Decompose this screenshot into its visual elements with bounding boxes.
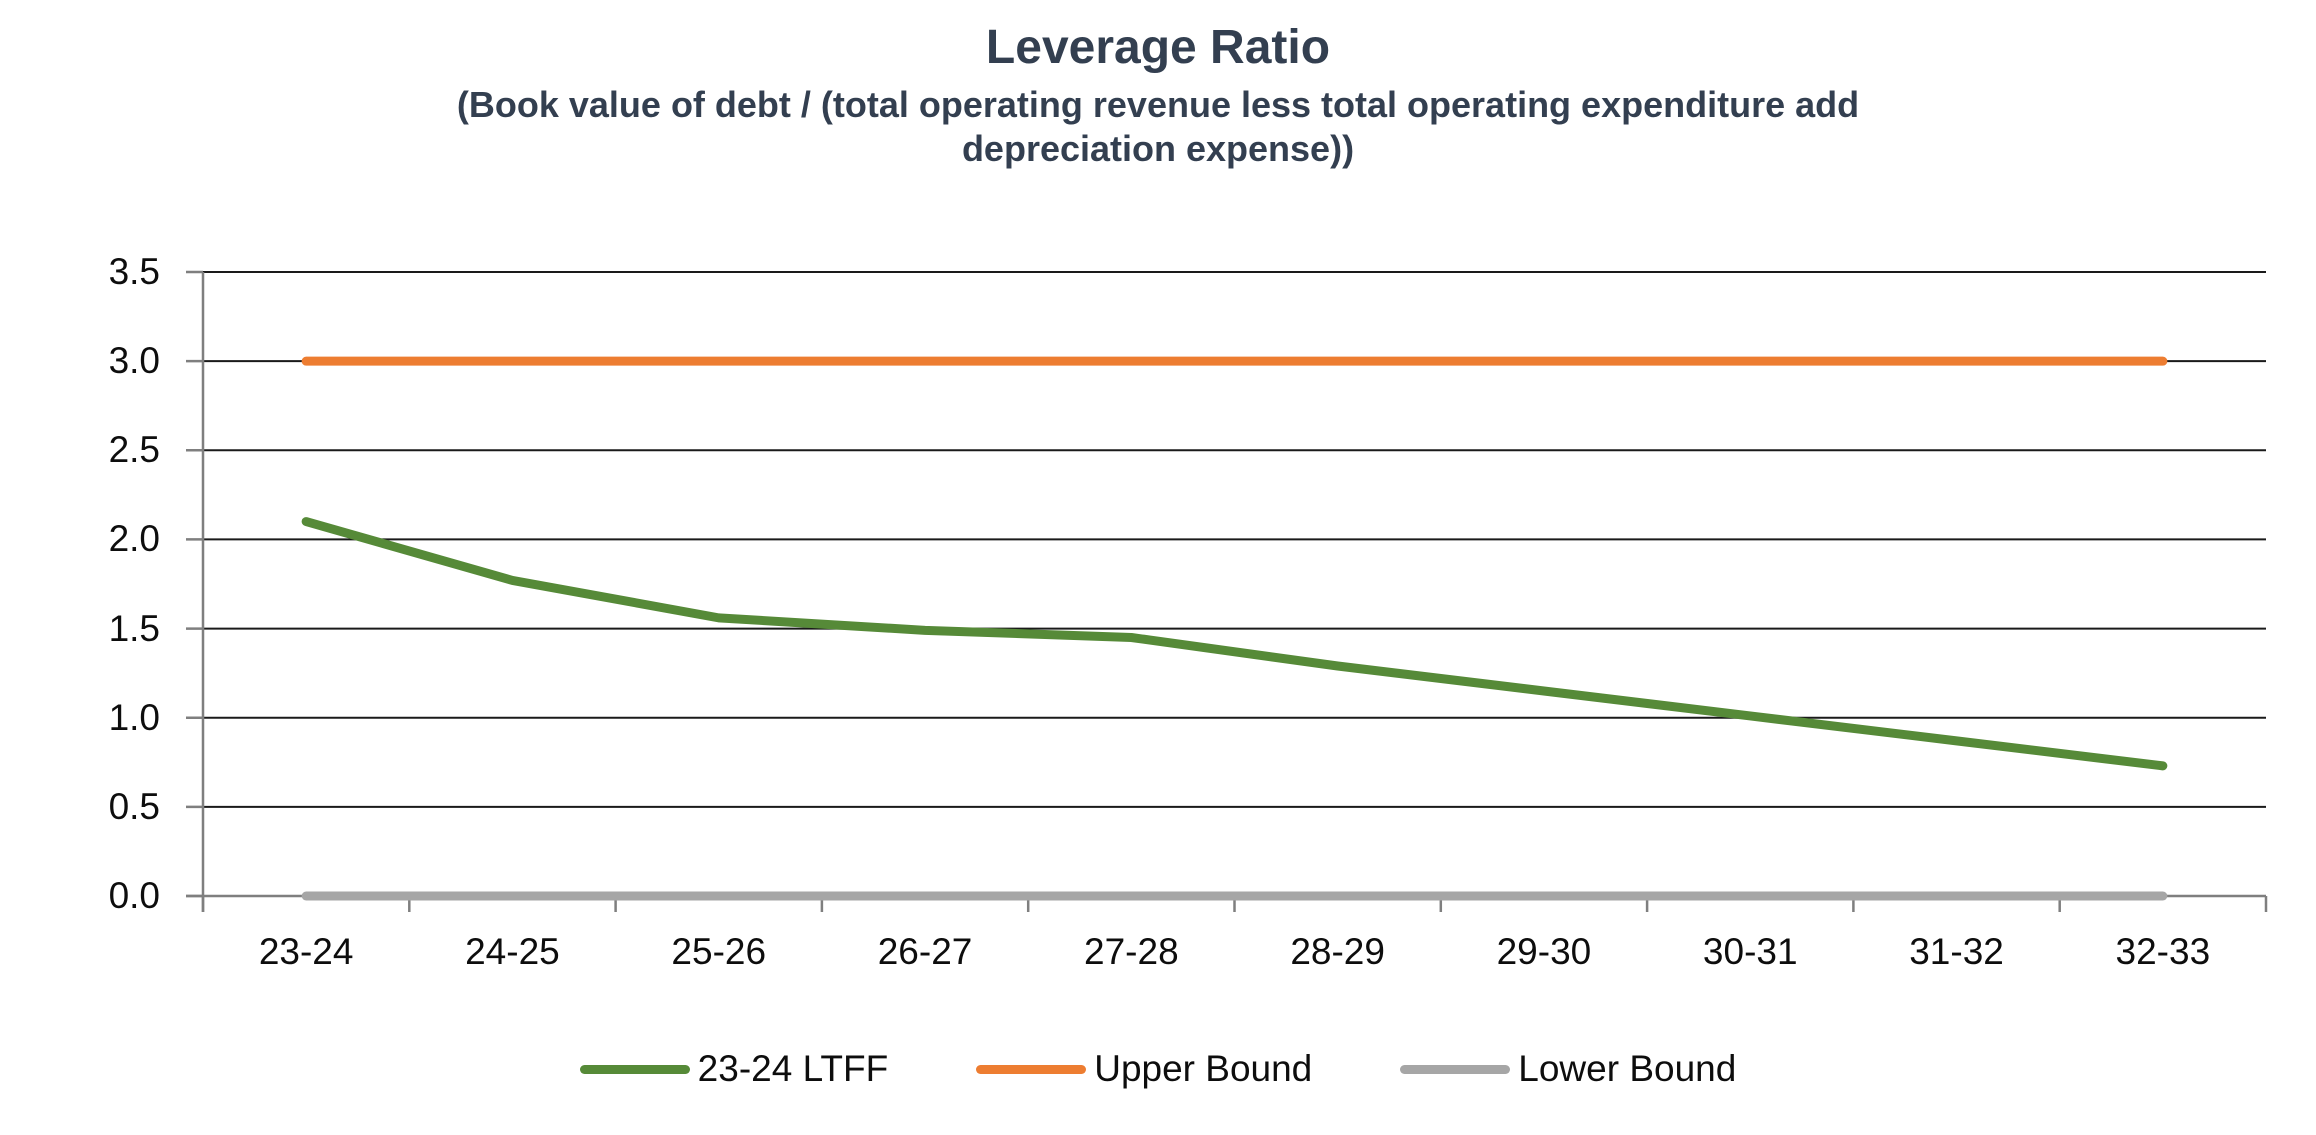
chart-title: Leverage Ratio (985, 21, 1331, 74)
y-tick-label: 1.5 (108, 607, 160, 649)
x-tick-label: 26-27 (877, 931, 973, 972)
chart-subtitle-line1: (Book value of debt / (total operating r… (456, 84, 1860, 125)
y-tick-label: 2.0 (108, 518, 160, 560)
x-tick-label: 27-28 (1084, 931, 1179, 972)
y-tick-label: 3.5 (108, 251, 160, 292)
y-tick-label: 3.0 (108, 340, 160, 382)
x-tick-label: 29-30 (1496, 931, 1592, 972)
y-tick-label: 2.5 (108, 429, 160, 471)
x-tick-label: 28-29 (1290, 931, 1385, 972)
legend-item-lower-bound: Lower Bound (1400, 1048, 1736, 1090)
legend-label-upper-bound: Upper Bound (1094, 1048, 1313, 1089)
y-tick-label: 1.0 (108, 696, 160, 738)
chart-subtitle-line2: depreciation expense)) (961, 128, 1355, 169)
legend-swatch-upper-bound-line-icon (976, 1064, 1087, 1074)
x-tick-label: 31-32 (1909, 931, 2004, 972)
legend-item-upper-bound: Upper Bound (976, 1048, 1312, 1090)
legend-label-ltff: 23-24 LTFF (697, 1048, 889, 1089)
legend-label-lower-bound: Lower Bound (1518, 1048, 1737, 1089)
x-tick-label: 23-24 (258, 931, 354, 972)
legend-swatch-ltff-line-icon (579, 1064, 690, 1074)
y-tick-label: 0.0 (108, 875, 160, 916)
legend: 23-24 LTFF Upper Bound Lower Bound (0, 1048, 2316, 1090)
legend-swatch-lower-bound-line-icon (1400, 1064, 1511, 1074)
legend-item-ltff: 23-24 LTFF (579, 1048, 889, 1090)
y-tick-label: 0.5 (108, 785, 160, 827)
x-tick-label: 32-33 (2115, 931, 2211, 972)
x-tick-label: 24-25 (465, 931, 560, 972)
x-tick-label: 25-26 (671, 931, 767, 972)
series-line-23-24-ltff (301, 517, 2168, 771)
x-tick-label: 30-31 (1702, 931, 1798, 972)
